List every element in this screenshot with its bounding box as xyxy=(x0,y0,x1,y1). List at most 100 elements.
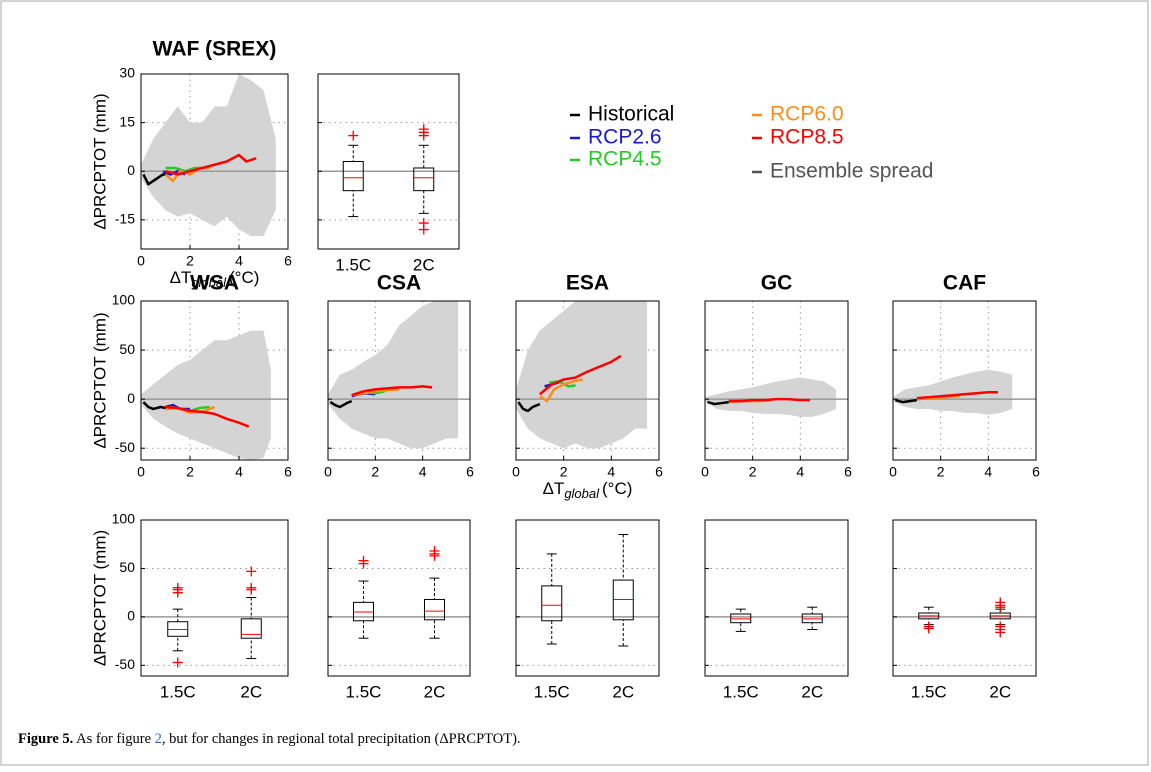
panel xyxy=(892,519,1037,677)
plot-background xyxy=(893,520,1036,676)
y-tick-label: 30 xyxy=(119,65,135,81)
panel xyxy=(140,73,289,250)
series-line xyxy=(539,378,583,403)
series-line xyxy=(517,401,541,413)
panel xyxy=(515,300,660,461)
series-line xyxy=(707,400,730,406)
y-tick-label: 0 xyxy=(127,390,135,406)
series-line xyxy=(142,173,168,186)
plot-frame xyxy=(892,519,1037,677)
y-tick-label: 50 xyxy=(119,559,135,575)
panel xyxy=(327,300,471,461)
category-label: 1.5C xyxy=(160,682,196,701)
y-tick-label: 50 xyxy=(119,341,135,357)
caption: Figure 5. As for figure 2, but for chang… xyxy=(18,731,521,747)
caption-link[interactable]: 2 xyxy=(155,731,162,747)
category-label: 1.5C xyxy=(911,682,947,701)
panel xyxy=(892,300,1037,461)
plot-area xyxy=(328,301,470,460)
x-tick-label: 4 xyxy=(984,464,992,480)
panel-title: WSA xyxy=(190,272,239,295)
outlier xyxy=(358,555,369,566)
series-line xyxy=(329,399,353,409)
x-tick-label: 0 xyxy=(512,464,520,480)
x-tick-label: 6 xyxy=(1032,464,1040,480)
category-label: 2C xyxy=(424,682,446,701)
y-tick-label: 0 xyxy=(127,608,135,624)
category-label: 1.5C xyxy=(346,682,382,701)
x-tick-label: 4 xyxy=(235,464,243,480)
category-label: 2C xyxy=(612,682,634,701)
panel xyxy=(704,300,849,461)
outlier xyxy=(348,130,359,141)
series-line xyxy=(142,401,166,411)
plot-frame xyxy=(704,519,849,677)
y-tick-label: -15 xyxy=(115,211,135,227)
plot-background xyxy=(141,520,288,676)
ensemble-spread xyxy=(705,377,837,417)
plot-area xyxy=(705,520,848,676)
series-line xyxy=(539,354,622,396)
legend-label: RCP4.5 xyxy=(588,148,662,171)
x-tick-label: 0 xyxy=(137,464,145,480)
outlier xyxy=(995,627,1006,638)
plot-area xyxy=(705,301,848,460)
plot-frame xyxy=(515,300,660,461)
caption-text: As for figure xyxy=(76,731,151,747)
outlier xyxy=(995,597,1006,608)
series-line xyxy=(165,153,257,176)
outlier xyxy=(418,124,429,135)
plot-frame xyxy=(317,73,460,250)
plot-area xyxy=(318,74,459,249)
panel xyxy=(704,519,849,677)
x-label-unit: (°C) xyxy=(229,268,259,287)
plot-area xyxy=(516,520,659,676)
category-label: 1.5C xyxy=(534,682,570,701)
x-label-symbol: ΔT xyxy=(170,268,192,287)
y-tick-label: -50 xyxy=(115,439,135,455)
series-line xyxy=(351,385,433,397)
plot-frame xyxy=(327,300,471,461)
panel-title: ESA xyxy=(566,272,609,295)
box xyxy=(424,598,445,621)
x-tick-label: 6 xyxy=(655,464,663,480)
plot-area xyxy=(893,301,1036,460)
outlier xyxy=(429,546,440,557)
plot-frame xyxy=(140,519,289,677)
plot-background xyxy=(328,520,470,676)
x-label-subscript: global xyxy=(191,275,227,290)
panel-title: CSA xyxy=(377,272,421,295)
box xyxy=(413,167,435,192)
outlier xyxy=(246,566,257,577)
x-tick-label: 2 xyxy=(186,464,194,480)
panel xyxy=(515,519,660,677)
series-line xyxy=(165,405,250,428)
x-tick-label: 4 xyxy=(607,464,615,480)
x-tick-label: 2 xyxy=(560,464,568,480)
x-tick-label: 2 xyxy=(937,464,945,480)
plot-background xyxy=(705,301,848,460)
outlier xyxy=(923,623,934,634)
y-tick-label: -50 xyxy=(115,656,135,672)
x-tick-label: 4 xyxy=(419,464,427,480)
box xyxy=(342,161,364,192)
x-label-unit: (°C) xyxy=(602,479,632,498)
y-tick-label: 100 xyxy=(112,292,136,308)
x-tick-label: 0 xyxy=(701,464,709,480)
x-tick-label: 2 xyxy=(371,464,379,480)
y-axis-label: ΔPRCPTOT (mm) xyxy=(90,93,109,229)
legend-label: RCP2.6 xyxy=(588,126,662,149)
legend-label: RCP6.0 xyxy=(770,103,844,126)
x-label-subscript: global xyxy=(564,486,600,501)
panel-title: CAF xyxy=(943,272,986,295)
category-label: 2C xyxy=(989,682,1011,701)
category-label: 1.5C xyxy=(335,255,371,274)
plot-frame xyxy=(704,300,849,461)
plot-frame xyxy=(892,300,1037,461)
category-label: 1.5C xyxy=(723,682,759,701)
x-tick-label: 6 xyxy=(284,464,292,480)
plot-area xyxy=(893,520,1036,676)
series-line xyxy=(916,391,998,400)
